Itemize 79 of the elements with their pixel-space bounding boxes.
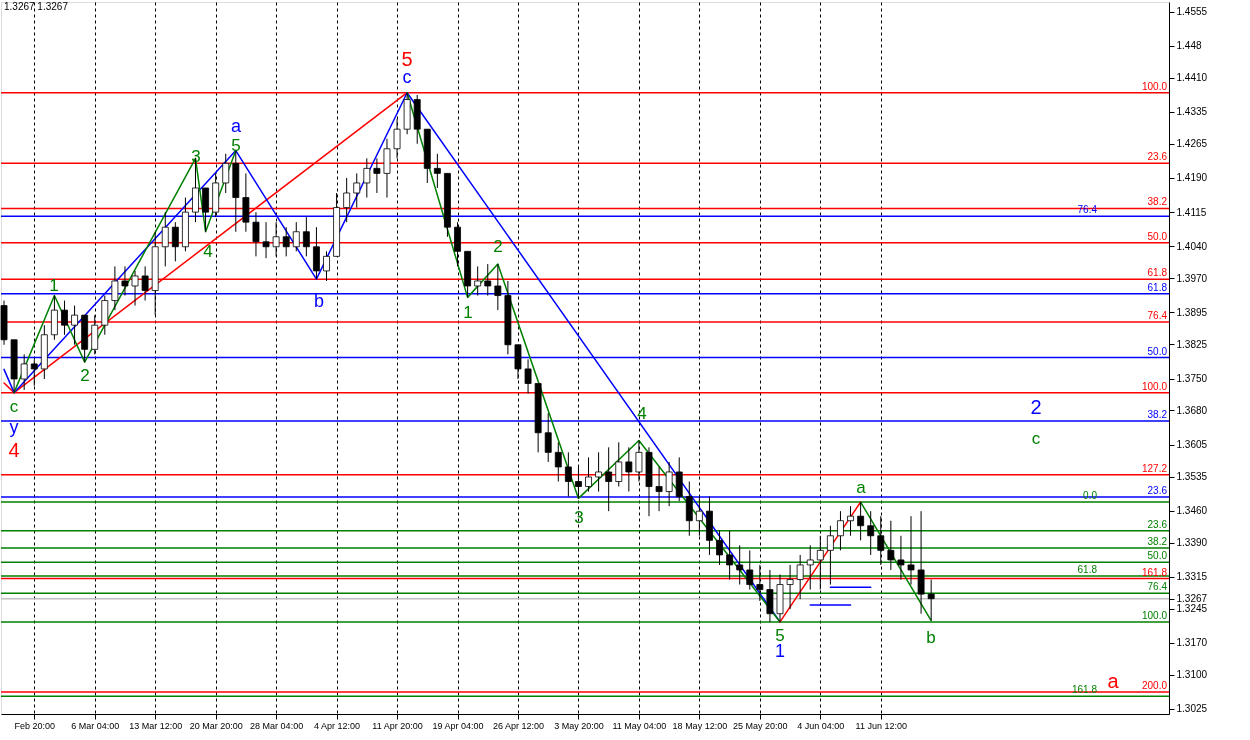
annotation: 1 [49, 276, 59, 295]
y-tick-label: 1.3535 [1176, 471, 1208, 483]
y-tick-label: 1.4410 [1176, 72, 1208, 84]
y-tick-label: 1.3970 [1176, 272, 1208, 284]
y-tick-label: 1.3895 [1176, 306, 1208, 318]
annotation: 100.0 [1141, 380, 1168, 392]
y-tick-label: 1.3245 [1176, 603, 1208, 615]
x-tick-label: 11 May 04:00 [612, 720, 667, 731]
annotation: 23.6 [1147, 518, 1168, 530]
y-tick-label: 1.3605 [1176, 439, 1208, 451]
annotation: 23.6 [1147, 485, 1168, 497]
x-tick-label: 3 May 20:00 [554, 720, 604, 731]
y-tick-label: 1.3390 [1176, 537, 1208, 549]
x-tick-label: 19 Apr 04:00 [432, 720, 484, 731]
y-tick-label: 1.4040 [1176, 240, 1208, 252]
annotation: 38.2 [1147, 196, 1168, 208]
x-tick-label: 13 Mar 12:00 [129, 720, 183, 731]
y-tick-label: 1.3170 [1176, 637, 1208, 649]
annotation: a [856, 478, 867, 497]
annotation: 76.4 [1147, 309, 1168, 321]
x-tick-label: 6 Mar 04:00 [71, 720, 120, 731]
x-tick-label: 26 Apr 12:00 [492, 720, 545, 731]
annotation: c [1031, 429, 1041, 448]
annotation: a [230, 116, 242, 136]
y-tick-label: 1.4190 [1176, 172, 1208, 184]
annotation: 4 [8, 439, 20, 461]
annotation: 50.0 [1147, 550, 1168, 562]
annotation: 61.8 [1147, 281, 1168, 293]
annotation: 4 [203, 242, 213, 261]
y-tick-label: 1.3025 [1176, 703, 1208, 715]
x-tick-label: 11 Jun 12:00 [855, 720, 907, 731]
x-tick-label: 18 May 12:00 [672, 720, 728, 731]
annotation: a [1107, 670, 1120, 692]
y-tick-label: 1.4115 [1176, 206, 1207, 218]
annotation: b [313, 291, 325, 311]
annotation: c [9, 397, 19, 416]
annotation: 2 [80, 366, 90, 385]
annotation: b [926, 628, 936, 647]
annotation: 76.4 [1147, 581, 1168, 593]
y-tick-label: 1.4265 [1176, 138, 1208, 150]
y-tick-label: 1.3100 [1176, 669, 1208, 681]
annotation: 38.2 [1147, 536, 1168, 548]
x-tick-label: 4 Apr 12:00 [314, 720, 361, 731]
annotation: 1.3267 1.3267 [4, 1, 69, 12]
annotation: 38.2 [1147, 408, 1168, 420]
y-tick-label: 1.3750 [1176, 373, 1208, 385]
y-tick-label: 1.3267 [1176, 593, 1208, 605]
annotation: y [9, 417, 19, 437]
annotation: 1 [463, 303, 473, 322]
annotation: 200.0 [1141, 680, 1168, 692]
x-tick-label: Feb 20:00 [14, 720, 56, 731]
annotation: 61.8 [1147, 267, 1168, 279]
y-tick-label: 1.448 [1176, 40, 1202, 52]
y-tick-label: 1.4335 [1176, 106, 1208, 118]
annotation: 2 [1030, 396, 1042, 418]
y-tick-label: 1.4555 [1176, 6, 1208, 18]
annotation: 127.2 [1141, 462, 1168, 474]
annotation: 100.0 [1141, 609, 1168, 621]
annotation: 3 [574, 508, 584, 527]
y-tick-label: 1.3315 [1176, 571, 1208, 583]
annotation: 2 [493, 237, 503, 256]
annotation: 23.6 [1147, 151, 1168, 163]
annotation: 50.0 [1147, 345, 1168, 357]
x-tick-label: 25 May 20:00 [733, 720, 788, 731]
x-tick-label: 4 Jun 04:00 [797, 720, 845, 731]
annotation: 4 [637, 404, 647, 423]
annotation: 61.8 [1077, 563, 1098, 575]
y-tick-label: 1.3825 [1176, 338, 1208, 350]
x-tick-label: 28 Mar 04:00 [250, 720, 304, 731]
x-tick-label: 11 Apr 20:00 [372, 720, 423, 731]
annotation: c [402, 67, 412, 87]
annotation: 100.0 [1141, 80, 1168, 92]
y-tick-label: 1.3680 [1176, 404, 1208, 416]
annotation: 161.8 [1141, 566, 1168, 578]
annotation: 5 [231, 136, 241, 155]
annotation: 50.0 [1147, 230, 1168, 242]
y-tick-label: 1.3460 [1176, 505, 1208, 517]
annotation: 5 [401, 48, 413, 70]
x-tick-label: 20 Mar 20:00 [189, 720, 243, 731]
